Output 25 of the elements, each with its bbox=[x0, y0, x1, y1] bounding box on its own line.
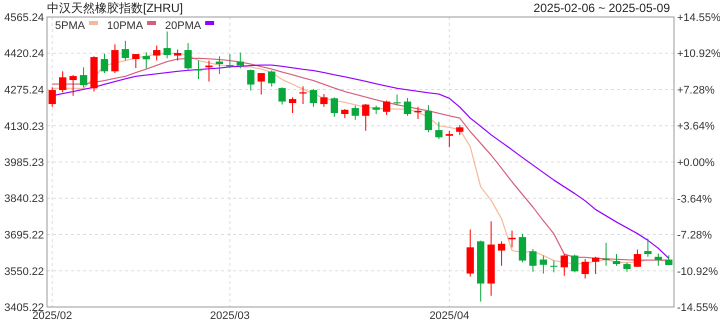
y2-tick-label: +3.64% bbox=[677, 120, 715, 133]
y-tick-label: 4275.24 bbox=[4, 84, 44, 96]
y2-tick-label: -7.28% bbox=[677, 230, 712, 242]
y2-tick-label: +10.92% bbox=[677, 48, 720, 60]
y2-tick-label: -14.55% bbox=[677, 302, 718, 314]
y-tick-label: 3550.22 bbox=[4, 266, 44, 278]
y-tick-label: 4130.23 bbox=[4, 120, 44, 133]
chart-subtitle: 2025-02-06 ~ 2025-05-09 bbox=[534, 1, 670, 15]
y-tick-label: 3695.22 bbox=[4, 230, 44, 242]
y2-tick-label: -10.92% bbox=[677, 266, 718, 278]
x-tick-label: 2025/02 bbox=[32, 310, 72, 320]
legend-label: 5PMA bbox=[55, 20, 86, 32]
y-tick-label: 4565.24 bbox=[4, 12, 44, 24]
y2-tick-label: +0.00% bbox=[677, 157, 715, 169]
y-tick-label: 4420.24 bbox=[4, 48, 44, 60]
chart-title: 中汉天然橡胶指数[ZHRU] bbox=[47, 1, 183, 15]
legend-label: 20PMA bbox=[165, 20, 202, 32]
y-tick-label: 3840.23 bbox=[4, 193, 44, 206]
x-tick-label: 2025/03 bbox=[210, 310, 250, 320]
legend-label: 10PMA bbox=[106, 20, 144, 32]
y2-tick-label: +14.55% bbox=[677, 12, 720, 24]
y2-tick-label: +7.28% bbox=[677, 84, 715, 96]
y-tick-label: 3985.23 bbox=[4, 157, 44, 169]
y2-tick-label: -3.64% bbox=[677, 193, 712, 206]
x-tick-label: 2025/04 bbox=[429, 310, 470, 320]
